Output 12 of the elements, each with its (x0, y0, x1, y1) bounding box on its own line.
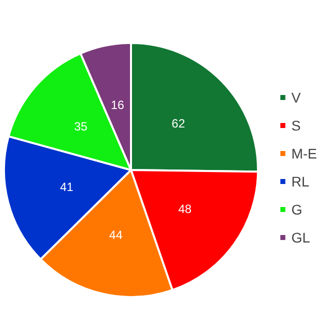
legend-label: M-E (291, 146, 318, 162)
legend-label: S (291, 118, 301, 134)
legend-label: G (291, 202, 302, 218)
data-label: 16 (110, 98, 124, 112)
legend-label: V (291, 90, 302, 106)
data-label: 44 (109, 228, 123, 242)
data-label: 35 (74, 119, 88, 134)
data-label: 62 (172, 116, 186, 130)
legend-label: GL (291, 230, 310, 246)
legend-label: RL (291, 174, 310, 190)
data-label: 48 (178, 202, 192, 216)
data-label: 41 (60, 180, 74, 194)
